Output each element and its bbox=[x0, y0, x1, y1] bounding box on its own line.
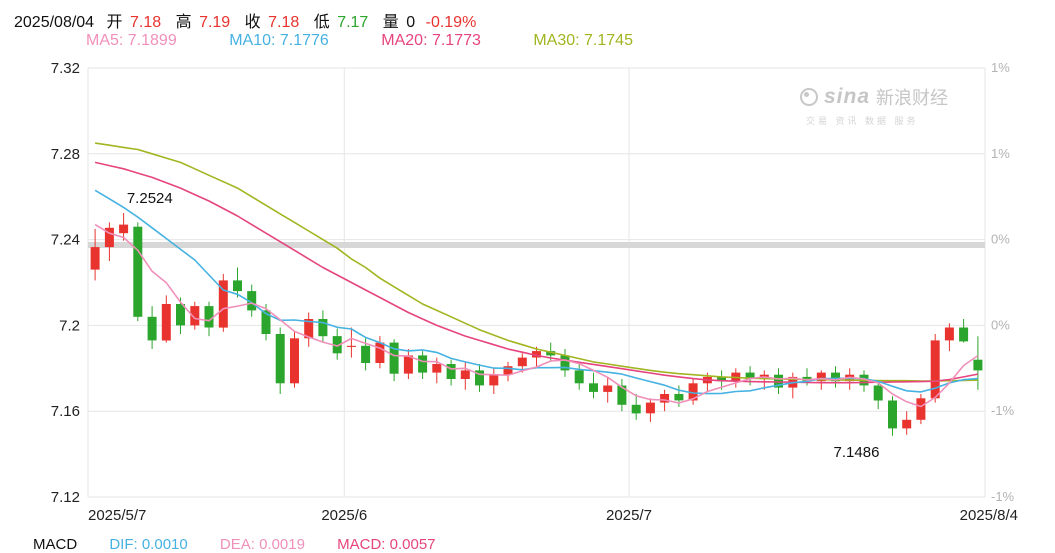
close-label: 收 bbox=[244, 14, 261, 31]
high-value: 7.19 bbox=[199, 14, 231, 31]
sina-brand: sina bbox=[824, 85, 871, 108]
date-tick-label: 2025/7 bbox=[606, 507, 652, 524]
close-value: 7.18 bbox=[268, 14, 300, 31]
open-value: 7.18 bbox=[130, 14, 162, 31]
annotations: 7.2524 7.1486 bbox=[127, 190, 880, 461]
price-tick-label: 7.12 bbox=[51, 489, 80, 506]
ma30-line bbox=[94, 142, 978, 382]
ma5-line bbox=[94, 223, 979, 408]
ma-legend: MA5: 7.1899 MA10: 7.1776 MA20: 7.1773 MA… bbox=[86, 32, 681, 50]
x-axis-labels: 2025/5/7 2025/6 2025/7 2025/8/4 bbox=[88, 507, 1018, 524]
reference-band bbox=[88, 242, 985, 248]
grid bbox=[87, 67, 986, 498]
date-tick-label: 2025/5/7 bbox=[88, 507, 146, 524]
price-annotation: 7.2524 bbox=[127, 190, 173, 207]
dif-value: DIF: 0.0010 bbox=[109, 536, 188, 553]
quote-date: 2025/08/04 bbox=[14, 14, 95, 31]
price-tick-label: 7.16 bbox=[51, 403, 80, 420]
indicator-bar: MACD DIF: 0.0010 DEA: 0.0019 MACD: 0.005… bbox=[33, 536, 464, 553]
dea-value: DEA: 0.0019 bbox=[219, 536, 305, 553]
sina-watermark: sina 新浪财经 交易 资讯 数据 服务 bbox=[800, 84, 948, 127]
volume-value: 0 bbox=[406, 14, 416, 31]
percent-tick-label: 1% bbox=[991, 60, 1010, 75]
sina-tagline: 交易 资讯 数据 服务 bbox=[806, 116, 919, 126]
ma20-legend: MA20: 7.1773 bbox=[381, 32, 481, 49]
ma10-legend: MA10: 7.1776 bbox=[229, 32, 329, 49]
open-label: 开 bbox=[106, 14, 123, 31]
percent-tick-label: 1% bbox=[991, 146, 1010, 161]
y-axis-labels: 7.32 7.28 7.24 7.2 7.16 7.12 bbox=[51, 60, 80, 506]
price-tick-label: 7.2 bbox=[59, 317, 80, 334]
candles bbox=[90, 213, 983, 436]
ma20-line bbox=[94, 161, 979, 384]
percent-tick-label: -1% bbox=[991, 489, 1015, 504]
percent-axis-labels: 1% 1% 0% 0% -1% -1% bbox=[991, 60, 1015, 504]
date-tick-label: 2025/8/4 bbox=[960, 507, 1018, 524]
quote-summary: 2025/08/04 开 7.18 高 7.19 收 7.18 低 7.17 量… bbox=[14, 8, 478, 32]
high-label: 高 bbox=[175, 14, 192, 31]
volume-label: 量 bbox=[382, 14, 399, 31]
percent-tick-label: 0% bbox=[991, 317, 1010, 332]
low-label: 低 bbox=[313, 14, 330, 31]
price-tick-label: 7.32 bbox=[51, 60, 80, 77]
low-value: 7.17 bbox=[337, 14, 369, 31]
ma30-legend: MA30: 7.1745 bbox=[533, 32, 633, 49]
indicator-selector[interactable]: MACD bbox=[33, 536, 78, 553]
price-annotation: 7.1486 bbox=[834, 444, 880, 461]
date-tick-label: 2025/6 bbox=[321, 507, 367, 524]
percent-tick-label: 0% bbox=[991, 232, 1010, 247]
sina-logo-icon bbox=[800, 88, 818, 106]
ma5-legend: MA5: 7.1899 bbox=[86, 32, 177, 49]
price-tick-label: 7.24 bbox=[51, 232, 80, 249]
sina-finance-name: 新浪财经 bbox=[876, 88, 949, 108]
change-percent: -0.19% bbox=[425, 14, 477, 31]
percent-tick-label: -1% bbox=[991, 403, 1015, 418]
macd-value: MACD: 0.0057 bbox=[337, 536, 436, 553]
price-tick-label: 7.28 bbox=[51, 146, 80, 163]
